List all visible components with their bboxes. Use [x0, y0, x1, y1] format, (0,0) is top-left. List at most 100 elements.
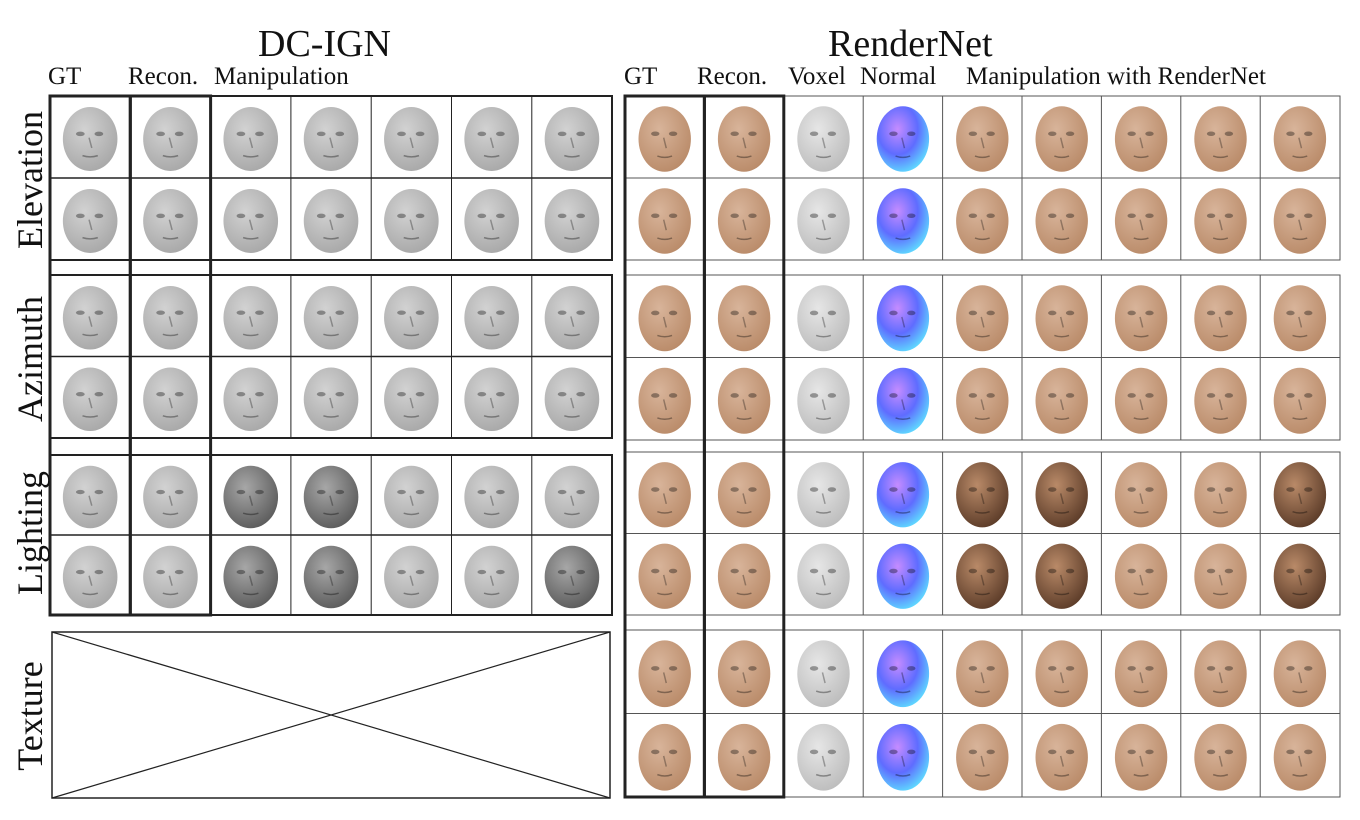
rendernet-normal-map-image: [876, 462, 930, 528]
dcign-face-image: [464, 189, 519, 253]
dcign-face-image: [303, 545, 359, 609]
rendernet-face-image: [956, 462, 1009, 528]
dcign-recon-header: Recon.: [128, 63, 199, 90]
rendernet-normal-map-image: [876, 723, 930, 791]
rendernet-face-image: [1273, 285, 1327, 352]
rendernet-face-image: [1194, 543, 1247, 609]
dcign-face-image: [223, 367, 279, 432]
dcign-face-image: [384, 285, 439, 350]
dcign-face-image: [384, 107, 439, 171]
rendernet-face-image: [717, 367, 771, 434]
rendernet-face-image: [956, 106, 1009, 172]
rendernet-face-image: [1035, 106, 1088, 172]
rendernet-face-image: [1273, 106, 1327, 172]
rendernet-title: RenderNet: [828, 23, 993, 65]
texture-cross-line: [51, 631, 611, 799]
rendernet-face-image: [1114, 106, 1168, 172]
rendernet-normal-map-image: [876, 285, 930, 352]
rendernet-face-image: [1273, 367, 1327, 434]
rendernet-face-image: [1035, 367, 1088, 434]
rendernet-face-image: [1114, 462, 1168, 528]
dcign-face-image: [544, 465, 600, 529]
rendernet-normal-map-image: [876, 188, 930, 254]
rendernet-face-image: [1194, 723, 1247, 791]
dcign-face-image: [223, 189, 279, 253]
rendernet-voxel-image: [797, 723, 850, 791]
dcign-face-image: [303, 189, 359, 253]
dcign-face-image: [384, 189, 439, 253]
rendernet-face-image: [1273, 640, 1327, 708]
rendernet-face-image: [1114, 188, 1168, 254]
dcign-recon-column-frame: [128, 94, 213, 617]
rendernet-face-image: [638, 367, 691, 434]
rendernet-normal-map-image: [876, 543, 930, 609]
rendernet-face-image: [956, 723, 1009, 791]
rendernet-face-image: [638, 640, 691, 708]
rendernet-face-image: [638, 723, 691, 791]
dcign-face-image: [62, 367, 118, 432]
dcign-face-image: [62, 285, 118, 350]
rendernet-face-image: [1273, 462, 1327, 528]
dcign-face-image: [464, 367, 519, 432]
rendernet-face-image: [717, 188, 771, 254]
rendernet-voxel-image: [797, 367, 850, 434]
rendernet-face-image: [956, 640, 1009, 708]
rendernet-face-image: [717, 106, 771, 172]
dcign-face-image: [143, 285, 198, 350]
rendernet-face-image: [638, 106, 691, 172]
dcign-face-image: [303, 285, 359, 350]
dcign-face-image: [143, 465, 198, 529]
rendernet-normal-map-image: [876, 640, 930, 708]
dcign-manipulation-header: Manipulation: [214, 63, 349, 90]
dcign-face-image: [223, 285, 279, 350]
dcign-face-image: [62, 107, 118, 171]
rendernet-normal-map-image: [876, 367, 930, 434]
dcign-face-image: [223, 465, 279, 529]
dcign-face-image: [223, 107, 279, 171]
rendernet-face-image: [1194, 462, 1247, 528]
rendernet-normal-map-image: [876, 106, 930, 172]
rendernet-face-image: [717, 723, 771, 791]
dcign-face-image: [143, 189, 198, 253]
rendernet-face-image: [956, 285, 1009, 352]
dcign-face-image: [384, 465, 439, 529]
texture-empty-box: [51, 631, 611, 799]
dcign-face-image: [62, 465, 118, 529]
rendernet-face-image: [956, 543, 1009, 609]
dcign-face-image: [464, 285, 519, 350]
dcign-face-image: [464, 465, 519, 529]
dcign-face-image: [62, 189, 118, 253]
rendernet-face-image: [638, 188, 691, 254]
dcign-gt-header: GT: [48, 63, 82, 90]
rendernet-face-image: [1035, 188, 1088, 254]
rendernet-face-image: [1273, 188, 1327, 254]
rendernet-face-image: [1194, 106, 1247, 172]
rendernet-face-image: [956, 188, 1009, 254]
rendernet-face-image: [717, 640, 771, 708]
rendernet-face-image: [1035, 640, 1088, 708]
rendernet-voxel-image: [797, 285, 850, 352]
rendernet-face-image: [1114, 367, 1168, 434]
rendernet-face-image: [717, 543, 771, 609]
dcign-face-image: [143, 545, 198, 609]
dcign-face-image: [223, 545, 279, 609]
dcign-title: DC-IGN: [258, 23, 391, 65]
rendernet-face-image: [638, 285, 691, 352]
rendernet-face-image: [1035, 462, 1088, 528]
rendernet-face-image: [1194, 188, 1247, 254]
rendernet-recon-header: Recon.: [697, 63, 768, 90]
rendernet-face-image: [1114, 640, 1168, 708]
dcign-face-image: [544, 107, 600, 171]
rendernet-face-image: [1035, 723, 1088, 791]
rendernet-voxel-image: [797, 543, 850, 609]
rendernet-face-image: [1035, 543, 1088, 609]
rendernet-face-image: [1114, 723, 1168, 791]
dcign-face-image: [303, 465, 359, 529]
rendernet-face-image: [1194, 640, 1247, 708]
rendernet-face-image: [638, 543, 691, 609]
rendernet-face-image: [956, 367, 1009, 434]
rendernet-gt-header: GT: [624, 63, 658, 90]
rendernet-face-image: [1273, 723, 1327, 791]
rendernet-face-image: [1273, 543, 1327, 609]
